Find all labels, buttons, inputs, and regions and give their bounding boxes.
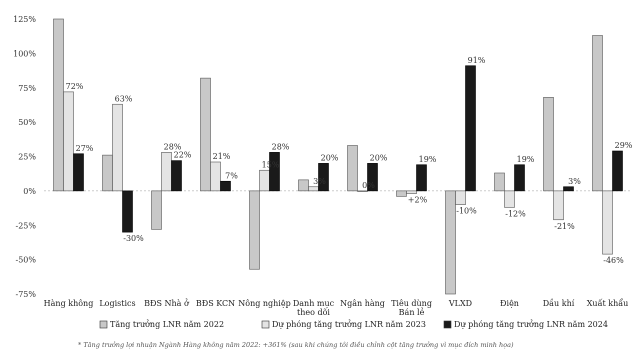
bar-series-3 (563, 186, 574, 192)
category-label: Hàng không (44, 299, 94, 308)
data-label: 19% (517, 155, 535, 164)
data-label: 28% (164, 142, 182, 151)
y-tick-label: 100% (13, 49, 36, 58)
legend-swatch (443, 320, 452, 329)
data-label: 72% (66, 82, 84, 91)
bar-series-2 (602, 190, 613, 255)
bar-series-1 (592, 35, 603, 192)
bar-series-2 (504, 190, 515, 208)
bar-series-2 (112, 103, 123, 192)
legend-entry: Dự phóng tăng trưởng LNR năm 2023 (272, 320, 426, 329)
legend-swatch (99, 320, 108, 329)
data-label: 22% (174, 151, 192, 160)
y-tick-label: -50% (16, 256, 37, 265)
category-label: BĐS KCN (196, 299, 235, 308)
legend: Tăng trưởng LNR năm 2022 Dự phóng tăng tr… (99, 320, 608, 329)
bar-series-3 (514, 164, 525, 192)
category-label: Tiêu dùng Bán lẻ (391, 299, 432, 317)
data-label: -21% (554, 222, 575, 231)
data-label: 28% (272, 142, 290, 151)
data-label: 0% (362, 181, 375, 190)
bar-series-3 (122, 190, 133, 233)
y-tick-label: 75% (18, 84, 36, 93)
bar-series-2 (406, 190, 417, 194)
bar-series-1 (151, 190, 162, 230)
category-label: Logistics (99, 299, 135, 308)
bar-series-3 (416, 164, 427, 192)
bars (53, 18, 623, 295)
data-label: 21% (213, 152, 231, 161)
bar-series-3 (171, 160, 182, 192)
bar-series-2 (210, 161, 221, 192)
bar-series-3 (318, 163, 329, 192)
category-label: BĐS Nhà ở (144, 299, 190, 308)
category-label: Điện (500, 299, 519, 308)
category-label: Ngân hàng (340, 299, 385, 308)
bar-series-2 (63, 91, 74, 192)
category-label: Xuất khẩu (587, 299, 629, 308)
bar-series-3 (465, 65, 476, 192)
data-labels: 72%27%63%-30%28%22% 21%7%15%28%3%20%0%20%… (66, 56, 633, 265)
y-tick-label: -75% (16, 290, 37, 299)
category-label: Nông nghiệp (238, 299, 290, 308)
y-tick-label: -25% (16, 221, 37, 230)
y-tick-label: 0% (23, 187, 36, 196)
bar-series-2 (308, 186, 319, 192)
bar-series-1 (298, 179, 309, 192)
data-label: 20% (321, 153, 339, 162)
data-label: 15% (262, 160, 280, 169)
data-label: -46% (603, 256, 624, 265)
bar-series-3 (612, 150, 623, 192)
bar-series-3 (269, 152, 280, 192)
legend-entry: Tăng trưởng LNR năm 2022 (110, 320, 224, 329)
footnote: * Tăng trưởng lợi nhuận Ngành Hàng không… (78, 341, 514, 349)
bar-series-3 (367, 163, 378, 192)
y-tick-label: 25% (18, 153, 36, 162)
bar-series-2 (357, 190, 368, 192)
y-tick-label: 50% (18, 118, 36, 127)
bar-series-2 (553, 190, 564, 221)
data-label: 63% (115, 94, 133, 103)
bar-series-1 (200, 77, 211, 192)
bar-series-1 (396, 190, 407, 197)
data-label: 27% (76, 144, 94, 153)
bar-series-2 (161, 152, 172, 192)
data-label: -10% (456, 207, 477, 216)
data-label: +2% (408, 196, 428, 205)
data-label: 91% (468, 56, 486, 65)
data-label: 3% (313, 177, 326, 186)
category-label: Danh mục theo dõi (293, 299, 335, 317)
data-label: 7% (225, 171, 238, 180)
y-axis: 125% 100% 75% 50% 25% 0% -25% -50% -75% (13, 15, 632, 299)
bar-series-1 (347, 145, 358, 192)
legend-entry: Dự phóng tăng trưởng LNR năm 2024 (454, 320, 608, 329)
data-label: 19% (419, 155, 437, 164)
data-label: -30% (123, 234, 144, 243)
data-label: 29% (615, 141, 633, 150)
category-label: VLXD (448, 299, 472, 308)
legend-swatch (261, 320, 270, 329)
y-tick-label: 125% (13, 15, 36, 24)
bar-series-1 (53, 18, 64, 192)
bar-series-2 (259, 169, 270, 192)
data-label: 20% (370, 153, 388, 162)
data-label: -12% (505, 209, 526, 218)
bar-series-1 (102, 154, 113, 192)
bar-series-1 (249, 190, 260, 270)
bar-series-1 (543, 97, 554, 192)
bar-series-1 (445, 190, 456, 295)
bar-series-1 (494, 172, 505, 192)
x-axis: Hàng không Logistics BĐS Nhà ở BĐS KCN Nông … (44, 299, 629, 317)
bar-series-3 (220, 180, 231, 192)
bar-series-3 (73, 153, 84, 192)
category-label: Dầu khí (543, 299, 575, 308)
bar-series-2 (455, 190, 466, 205)
data-label: 3% (568, 177, 581, 186)
